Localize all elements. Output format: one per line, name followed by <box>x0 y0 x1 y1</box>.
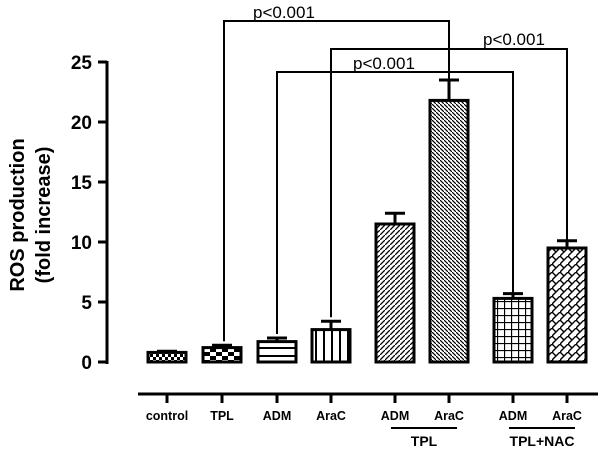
y-tick-label: 20 <box>71 113 92 134</box>
y-tick-label: 0 <box>81 353 92 374</box>
x-tick-label: AraC <box>552 409 582 423</box>
x-tick-label: ADM <box>381 409 409 423</box>
p-value-label: p<0.001 <box>253 3 315 22</box>
bar <box>492 296 534 364</box>
bar <box>428 98 470 364</box>
p-value-label: p<0.001 <box>353 54 415 73</box>
group-label: TPL+NAC <box>510 433 575 449</box>
bar <box>310 328 352 364</box>
significance-bracket <box>276 71 514 334</box>
bar <box>374 222 416 364</box>
x-tick-label: ADM <box>263 409 291 423</box>
bar <box>146 350 188 364</box>
bar <box>201 346 243 364</box>
x-tick-label: ADM <box>499 409 527 423</box>
y-tick-label: 10 <box>71 233 92 254</box>
significance-bracket <box>330 48 568 318</box>
y-tick-label: 5 <box>81 293 92 314</box>
y-axis-label: ROS production <box>7 138 29 291</box>
x-tick-label: control <box>146 409 188 423</box>
x-tick-label: AraC <box>434 409 464 423</box>
y-tick-label: 15 <box>71 173 93 194</box>
bar <box>546 246 588 364</box>
group-label: TPL <box>411 433 438 449</box>
bar <box>256 340 298 364</box>
x-tick-label: TPL <box>210 409 234 423</box>
y-axis-label: (fold increase) <box>33 147 55 284</box>
p-value-label: p<0.001 <box>483 30 545 49</box>
y-tick-label: 25 <box>71 53 93 74</box>
x-tick-label: AraC <box>316 409 346 423</box>
